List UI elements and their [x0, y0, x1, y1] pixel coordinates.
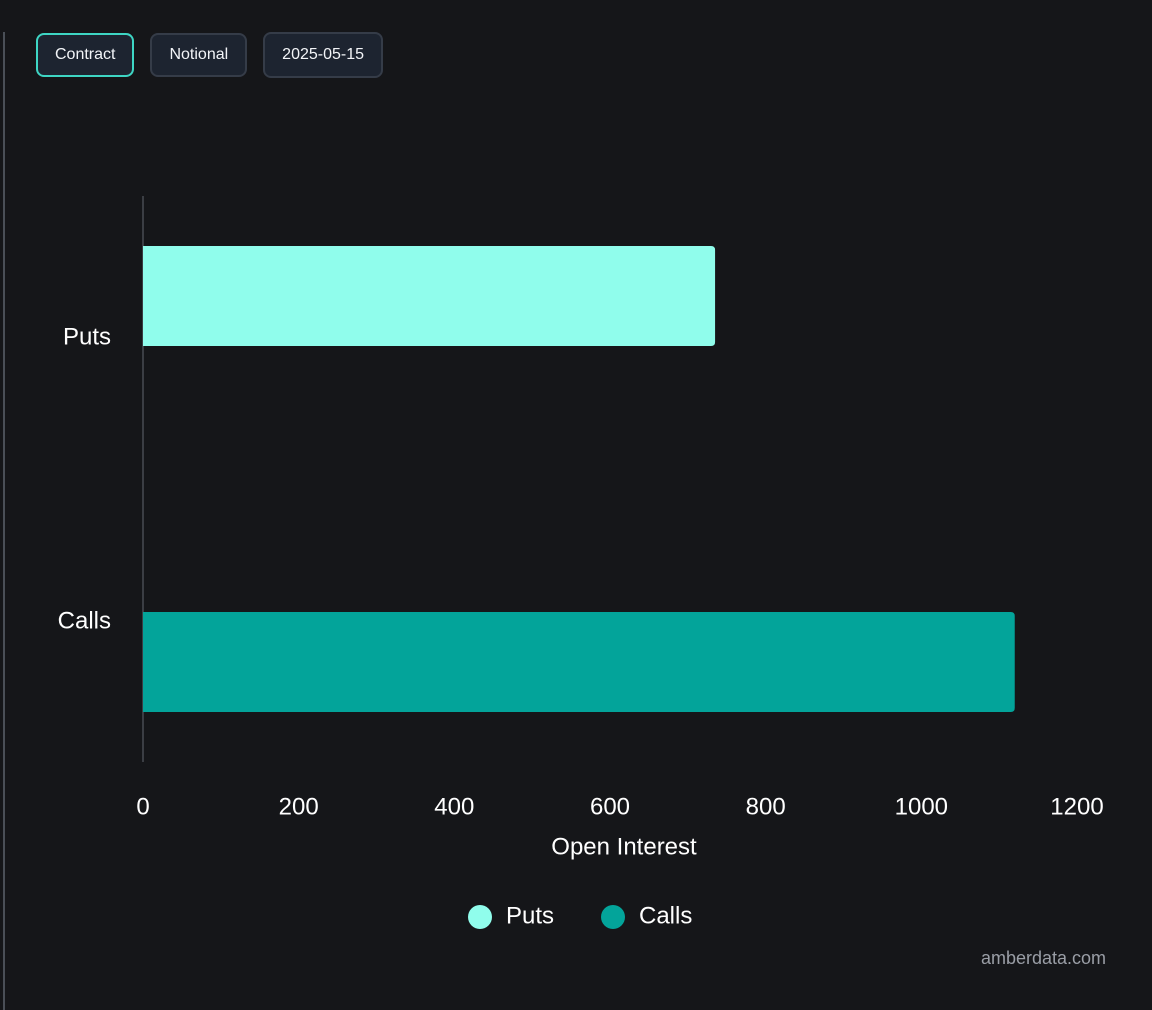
legend-marker-puts [468, 905, 492, 929]
x-tick-label: 1200 [1050, 793, 1103, 820]
contract-button[interactable]: Contract [36, 33, 135, 77]
bar-calls [143, 612, 1015, 712]
x-tick-label: 200 [279, 793, 319, 820]
category-label-puts: Puts [63, 323, 111, 350]
x-axis-label: Open Interest [551, 833, 697, 860]
legend-label-calls: Calls [639, 902, 692, 929]
x-tick-label: 0 [136, 793, 149, 820]
watermark-text: amberdata.com [980, 948, 1106, 968]
notional-button[interactable]: Notional [150, 33, 248, 77]
x-tick-label: 800 [746, 793, 786, 820]
legend-marker-calls [601, 905, 625, 929]
legend-label-puts: Puts [506, 902, 554, 929]
x-tick-label: 1000 [895, 793, 948, 820]
bar-puts [143, 246, 716, 346]
x-tick-label: 400 [434, 793, 474, 820]
category-label-calls: Calls [58, 607, 111, 634]
toolbar: Contract Notional 2025-05-15 [36, 32, 384, 78]
date-selector-button[interactable]: 2025-05-15 [263, 32, 384, 78]
left-divider [3, 32, 5, 1010]
x-tick-label: 600 [590, 793, 630, 820]
